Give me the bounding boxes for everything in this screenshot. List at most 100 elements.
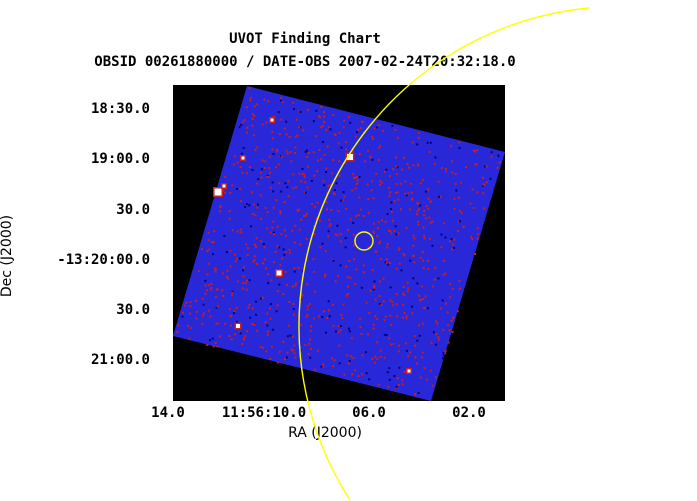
noise-pixel [185, 301, 188, 304]
noise-pixel [319, 219, 322, 222]
noise-pixel [457, 229, 459, 232]
noise-pixel [323, 121, 326, 123]
noise-pixel [299, 297, 302, 300]
noise-pixel [241, 120, 244, 123]
noise-pixel [314, 290, 316, 293]
noise-pixel [346, 354, 349, 357]
noise-pixel [469, 202, 472, 205]
noise-pixel [307, 353, 310, 356]
noise-pixel [287, 195, 290, 198]
noise-pixel [212, 253, 214, 256]
noise-pixel [334, 189, 336, 191]
noise-pixel [450, 144, 452, 147]
noise-pixel [276, 290, 279, 293]
noise-pixel [344, 237, 347, 240]
y-tick-label: 19:00.0 [90, 151, 150, 167]
noise-pixel [321, 140, 324, 143]
noise-pixel [338, 362, 341, 365]
noise-pixel [207, 284, 210, 287]
noise-pixel [388, 194, 391, 197]
noise-pixel [246, 253, 249, 256]
noise-pixel [358, 176, 361, 178]
noise-pixel [259, 171, 262, 174]
noise-pixel [248, 204, 251, 207]
noise-pixel [309, 356, 312, 359]
noise-pixel [458, 279, 461, 282]
noise-pixel [231, 294, 233, 297]
noise-pixel [390, 232, 393, 235]
y-tick-label: 21:00.0 [90, 352, 150, 368]
noise-pixel [255, 300, 258, 303]
noise-pixel [310, 325, 313, 328]
noise-pixel [442, 273, 445, 276]
noise-pixel [327, 230, 330, 233]
noise-pixel [365, 351, 367, 354]
noise-pixel [380, 303, 383, 306]
noise-pixel [420, 298, 422, 301]
noise-pixel [444, 236, 447, 239]
noise-pixel [322, 363, 325, 366]
noise-pixel [358, 196, 361, 199]
noise-pixel [201, 314, 204, 317]
noise-pixel [342, 303, 345, 306]
noise-pixel [474, 163, 477, 166]
point-source [241, 156, 245, 160]
noise-pixel [293, 313, 295, 316]
noise-pixel [400, 269, 403, 272]
noise-pixel [347, 229, 350, 232]
noise-pixel [210, 288, 213, 291]
noise-pixel [207, 248, 210, 251]
noise-pixel [371, 269, 374, 272]
x-tick-label: 02.0 [452, 405, 486, 421]
noise-pixel [331, 303, 334, 306]
noise-pixel [303, 215, 305, 218]
noise-pixel [321, 242, 324, 245]
noise-pixel [302, 129, 305, 132]
noise-pixel [312, 270, 315, 273]
noise-pixel [298, 208, 301, 211]
noise-pixel [442, 352, 445, 355]
noise-pixel [214, 270, 217, 273]
y-tick-label: 18:30.0 [90, 101, 150, 117]
noise-pixel [246, 330, 249, 333]
noise-pixel [303, 173, 306, 176]
noise-pixel [345, 148, 348, 151]
noise-pixel [410, 191, 413, 194]
noise-pixel [339, 325, 342, 327]
noise-pixel [389, 314, 392, 317]
noise-pixel [268, 167, 271, 170]
noise-pixel [417, 136, 420, 139]
chart-title: UVOT Finding Chart [229, 31, 381, 47]
noise-pixel [215, 322, 218, 325]
noise-pixel [381, 219, 383, 222]
noise-pixel [255, 246, 258, 249]
noise-pixel [251, 307, 254, 310]
noise-pixel [408, 208, 411, 211]
noise-pixel [313, 225, 316, 227]
noise-pixel [270, 279, 273, 282]
noise-pixel [347, 293, 349, 295]
noise-pixel [278, 246, 281, 249]
noise-pixel [457, 220, 460, 223]
noise-pixel [313, 317, 316, 320]
noise-pixel [336, 234, 339, 237]
noise-pixel [278, 283, 281, 286]
noise-pixel [259, 194, 262, 197]
point-source [236, 324, 240, 328]
noise-pixel [482, 192, 485, 195]
noise-pixel [274, 166, 277, 169]
noise-pixel [418, 294, 420, 297]
noise-pixel [338, 174, 341, 177]
noise-pixel [444, 352, 447, 355]
noise-pixel [305, 259, 308, 262]
noise-pixel [442, 260, 445, 262]
noise-pixel [490, 151, 493, 154]
noise-pixel [234, 260, 237, 263]
noise-pixel [213, 230, 216, 233]
noise-pixel [306, 165, 309, 168]
noise-pixel [411, 312, 414, 315]
noise-pixel [356, 175, 359, 178]
noise-pixel [402, 303, 404, 306]
noise-pixel [239, 332, 242, 335]
noise-pixel [216, 322, 219, 325]
